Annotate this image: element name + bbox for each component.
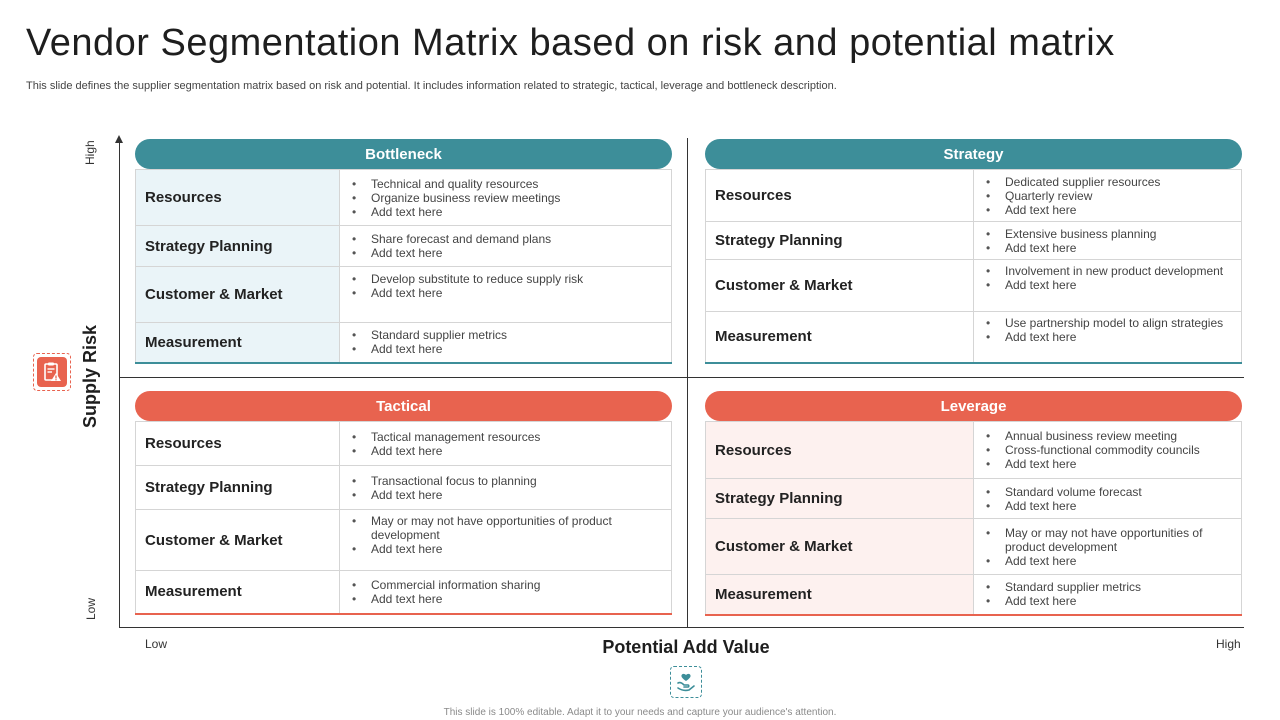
table-row: Customer & Market May or may not have op… bbox=[135, 509, 672, 571]
list-item: May or may not have opportunities of pro… bbox=[984, 526, 1235, 554]
row-label: Resources bbox=[705, 169, 974, 222]
table-row: Strategy Planning Transactional focus to… bbox=[135, 465, 672, 510]
quadrant-table-leverage: Resources Annual business review meeting… bbox=[705, 421, 1242, 616]
list-item: Add text here bbox=[350, 342, 665, 356]
list-item: Add text here bbox=[350, 246, 665, 260]
table-row: Customer & Market Develop substitute to … bbox=[135, 266, 672, 323]
list-item: Tactical management resources bbox=[350, 430, 665, 444]
quadrant-bottleneck: Bottleneck Resources Technical and quali… bbox=[135, 139, 672, 364]
y-axis-arrow bbox=[115, 135, 123, 143]
table-row: Strategy Planning Share forecast and dem… bbox=[135, 225, 672, 267]
row-label: Strategy Planning bbox=[705, 478, 974, 519]
list-item: Quarterly review bbox=[984, 189, 1235, 203]
quadrant-header-tactical: Tactical bbox=[135, 391, 672, 421]
row-label: Customer & Market bbox=[705, 259, 974, 312]
list-item: Dedicated supplier resources bbox=[984, 175, 1235, 189]
list-item: Add text here bbox=[350, 205, 665, 219]
list-item: Cross-functional commodity councils bbox=[984, 443, 1235, 457]
table-row: Resources Technical and quality resource… bbox=[135, 169, 672, 226]
row-label: Measurement bbox=[135, 322, 340, 363]
row-label: Resources bbox=[135, 169, 340, 226]
list-item: Add text here bbox=[350, 444, 665, 458]
x-axis-line bbox=[119, 627, 1244, 628]
quadrant-table-tactical: Resources Tactical management resources … bbox=[135, 421, 672, 615]
list-item: Add text here bbox=[984, 241, 1235, 255]
footer-note: This slide is 100% editable. Adapt it to… bbox=[443, 707, 837, 718]
table-row: Measurement Commercial information shari… bbox=[135, 570, 672, 614]
row-label: Strategy Planning bbox=[135, 465, 340, 510]
x-axis-high-label: High bbox=[1216, 637, 1241, 651]
table-row: Strategy Planning Extensive business pla… bbox=[705, 221, 1242, 260]
y-axis-high-label: High bbox=[83, 140, 97, 165]
row-label: Strategy Planning bbox=[705, 221, 974, 260]
quadrant-tactical: Tactical Resources Tactical management r… bbox=[135, 391, 672, 615]
list-item: Standard volume forecast bbox=[984, 485, 1235, 499]
list-item: Involvement in new product development bbox=[984, 264, 1235, 278]
list-item: Annual business review meeting bbox=[984, 429, 1235, 443]
quadrant-table-bottleneck: Resources Technical and quality resource… bbox=[135, 169, 672, 364]
list-item: Transactional focus to planning bbox=[350, 474, 665, 488]
list-item: Add text here bbox=[350, 592, 665, 606]
list-item: Commercial information sharing bbox=[350, 578, 665, 592]
list-item: Develop substitute to reduce supply risk bbox=[350, 272, 665, 286]
table-row: Strategy Planning Standard volume foreca… bbox=[705, 478, 1242, 519]
list-item: Add text here bbox=[350, 488, 665, 502]
table-row: Measurement Standard supplier metrics Ad… bbox=[135, 322, 672, 363]
list-item: Extensive business planning bbox=[984, 227, 1235, 241]
table-row: Measurement Use partnership model to ali… bbox=[705, 311, 1242, 363]
y-axis-line bbox=[119, 140, 120, 628]
list-item: Add text here bbox=[984, 203, 1235, 217]
quadrant-table-strategy: Resources Dedicated supplier resources Q… bbox=[705, 169, 1242, 364]
list-item: May or may not have opportunities of pro… bbox=[350, 514, 665, 542]
row-label: Customer & Market bbox=[135, 509, 340, 571]
row-label: Measurement bbox=[705, 311, 974, 363]
row-label: Measurement bbox=[705, 574, 974, 615]
table-row: Measurement Standard supplier metrics Ad… bbox=[705, 574, 1242, 615]
table-row: Resources Dedicated supplier resources Q… bbox=[705, 169, 1242, 222]
row-label: Strategy Planning bbox=[135, 225, 340, 267]
list-item: Share forecast and demand plans bbox=[350, 232, 665, 246]
slide-subtitle: This slide defines the supplier segmenta… bbox=[26, 80, 837, 92]
list-item: Technical and quality resources bbox=[350, 177, 665, 191]
list-item: Add text here bbox=[984, 278, 1235, 292]
quadrant-header-bottleneck: Bottleneck bbox=[135, 139, 672, 169]
vertical-divider bbox=[687, 138, 688, 627]
quadrant-header-leverage: Leverage bbox=[705, 391, 1242, 421]
list-item: Add text here bbox=[984, 457, 1235, 471]
x-axis-low-label: Low bbox=[145, 637, 168, 651]
quadrant-strategy: Strategy Resources Dedicated supplier re… bbox=[705, 139, 1242, 364]
list-item: Add text here bbox=[984, 594, 1235, 608]
horizontal-divider bbox=[119, 377, 1244, 378]
list-item: Add text here bbox=[350, 542, 665, 556]
row-label: Customer & Market bbox=[705, 518, 974, 575]
list-item: Add text here bbox=[984, 330, 1235, 344]
quadrant-leverage: Leverage Resources Annual business revie… bbox=[705, 391, 1242, 616]
table-row: Customer & Market Involvement in new pro… bbox=[705, 259, 1242, 312]
table-row: Customer & Market May or may not have op… bbox=[705, 518, 1242, 575]
list-item: Use partnership model to align strategie… bbox=[984, 316, 1235, 330]
x-axis-title: Potential Add Value bbox=[602, 637, 770, 657]
slide-title: Vendor Segmentation Matrix based on risk… bbox=[26, 22, 1115, 64]
list-item: Standard supplier metrics bbox=[350, 328, 665, 342]
risk-clipboard-icon bbox=[33, 353, 71, 391]
y-axis-title: Supply Risk bbox=[80, 324, 100, 428]
row-label: Resources bbox=[135, 421, 340, 466]
quadrant-header-strategy: Strategy bbox=[705, 139, 1242, 169]
y-axis-low-label: Low bbox=[84, 597, 98, 620]
list-item: Organize business review meetings bbox=[350, 191, 665, 205]
table-row: Resources Tactical management resources … bbox=[135, 421, 672, 466]
table-row: Resources Annual business review meeting… bbox=[705, 421, 1242, 479]
list-item: Add text here bbox=[984, 554, 1235, 568]
list-item: Standard supplier metrics bbox=[984, 580, 1235, 594]
list-item: Add text here bbox=[984, 499, 1235, 513]
row-label: Resources bbox=[705, 421, 974, 479]
row-label: Customer & Market bbox=[135, 266, 340, 323]
hand-care-icon bbox=[670, 666, 702, 698]
list-item: Add text here bbox=[350, 286, 665, 300]
row-label: Measurement bbox=[135, 570, 340, 614]
